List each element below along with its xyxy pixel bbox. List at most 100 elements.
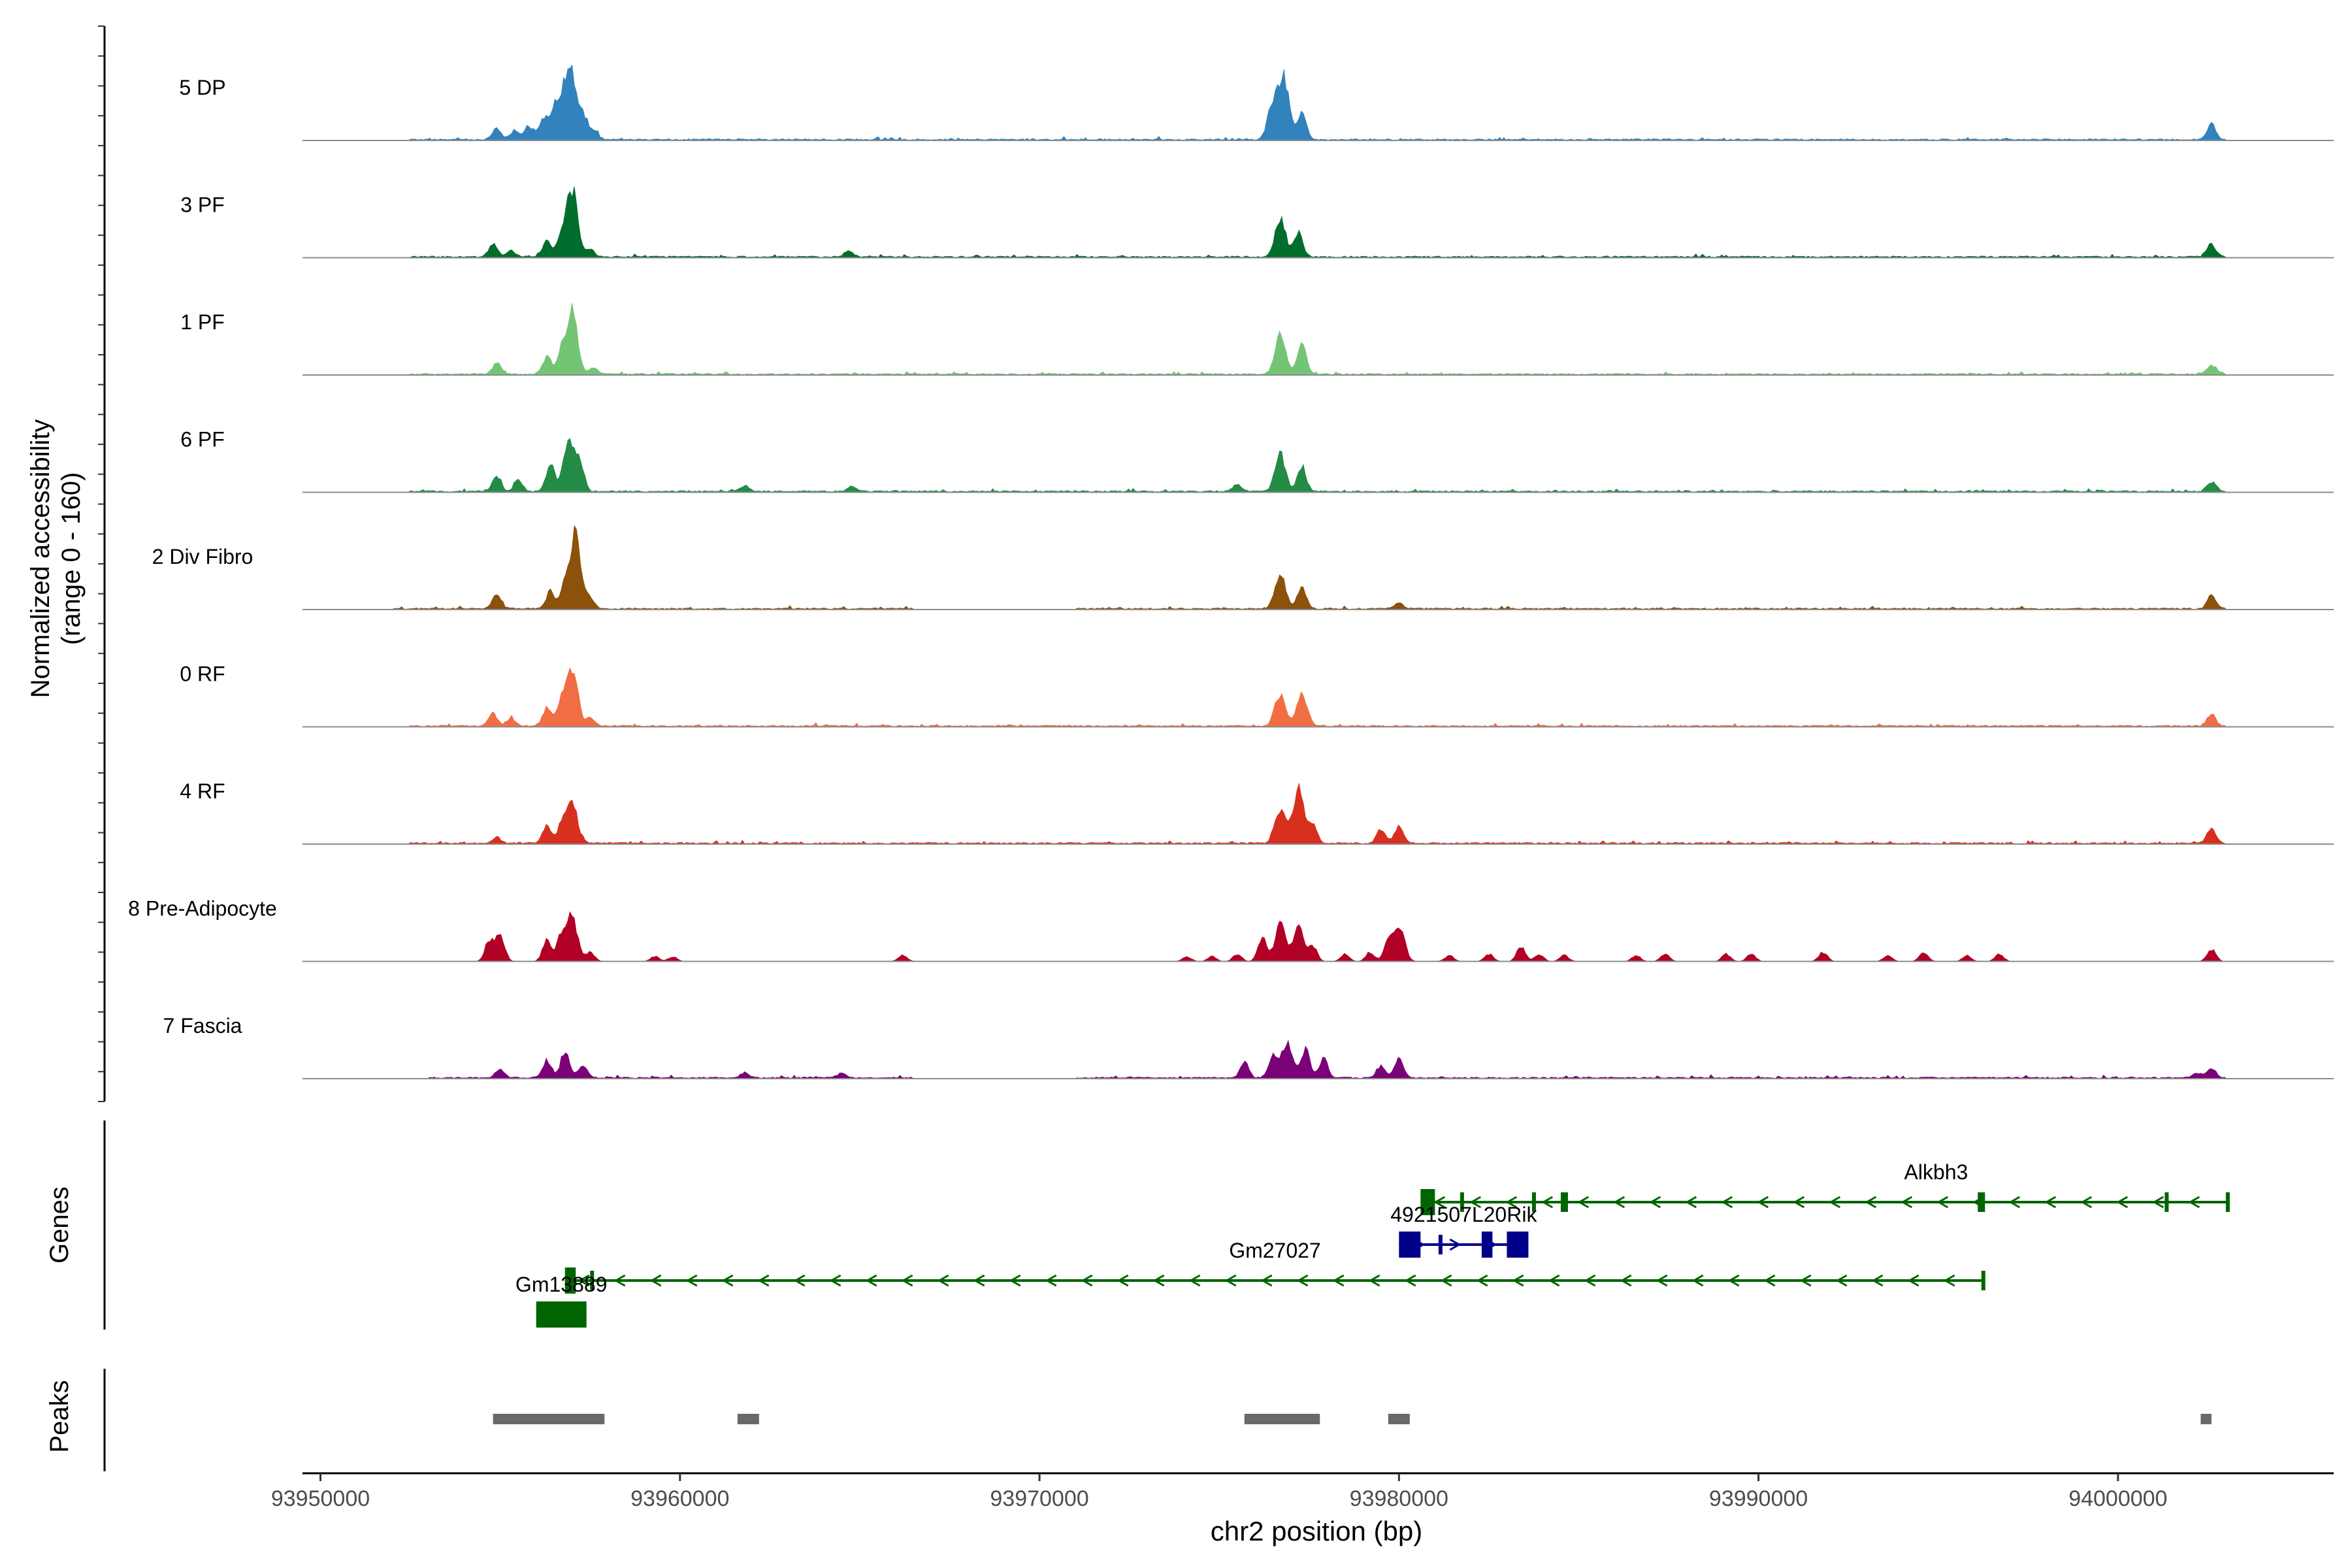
gene-exon — [1981, 1271, 1985, 1290]
gene-exon — [1420, 1189, 1435, 1215]
track-label: 4 RF — [180, 779, 225, 803]
y-axis-label-line2: (range 0 - 160) — [57, 472, 86, 645]
coverage-track: 6 PF — [180, 428, 2334, 493]
strand-arrow — [901, 1274, 913, 1287]
gene-exon — [1481, 1232, 1493, 1258]
strand-arrow — [1865, 1196, 1877, 1209]
coverage-track: 1 PF — [180, 302, 2334, 376]
strand-arrow — [2044, 1196, 2057, 1209]
coverage-tracks: 5 DP 3 PF 1 PF 6 PF 2 Div Fibro 0 RF 4 RF 8 Pre… — [98, 25, 2334, 1102]
coverage-track: 2 Div Fibro — [152, 525, 2334, 610]
strand-arrow — [1793, 1196, 1805, 1209]
x-tick-label: 93970000 — [990, 1486, 1088, 1511]
coverage-area — [302, 438, 2246, 493]
strand-arrow — [1936, 1196, 1949, 1209]
strand-arrow — [1433, 1196, 1446, 1209]
strand-arrow — [1548, 1274, 1560, 1287]
strand-arrow — [685, 1274, 698, 1287]
coverage-track: 0 RF — [180, 662, 2334, 728]
gene-exon — [1399, 1232, 1421, 1258]
strand-arrow — [1224, 1274, 1237, 1287]
track-label: 3 PF — [180, 193, 225, 217]
peak-region — [737, 1414, 759, 1424]
strand-arrow — [1081, 1274, 1093, 1287]
gene-exon — [2164, 1192, 2169, 1212]
strand-arrow — [1871, 1274, 1884, 1287]
strand-arrow — [1763, 1274, 1776, 1287]
y-axis-label-line1: Normalized accessibility — [26, 419, 55, 698]
x-axis-title: chr2 position (bp) — [1211, 1516, 1423, 1546]
strand-arrow — [1469, 1196, 1482, 1209]
peaks-track — [103, 1369, 2212, 1471]
gene-exon — [1978, 1192, 1985, 1212]
coverage-track: 4 RF — [180, 779, 2334, 845]
coverage-area — [302, 1039, 2246, 1079]
peak-region — [1244, 1414, 1320, 1424]
gene-label: Gm13889 — [515, 1273, 608, 1296]
strand-arrow — [1117, 1274, 1129, 1287]
strand-arrow — [1332, 1274, 1345, 1287]
track-label: 2 Div Fibro — [152, 545, 253, 568]
strand-arrow — [1505, 1196, 1518, 1209]
strand-arrow — [1577, 1196, 1590, 1209]
gene-exon — [2225, 1192, 2230, 1212]
strand-arrow — [1476, 1274, 1488, 1287]
strand-arrow — [1757, 1196, 1769, 1209]
strand-arrow — [793, 1274, 806, 1287]
gene-label: 4921507L20Rik — [1390, 1203, 1537, 1226]
strand-arrow — [721, 1274, 734, 1287]
strand-arrow — [2008, 1196, 2021, 1209]
gene: Gm27027 — [564, 1239, 1985, 1294]
gene-label: Alkbh3 — [1904, 1160, 1968, 1184]
strand-arrow — [1829, 1196, 1841, 1209]
gene: Gm13889 — [515, 1273, 608, 1328]
strand-arrow — [2116, 1196, 2129, 1209]
x-tick-label: 93960000 — [630, 1486, 729, 1511]
strand-arrow — [1541, 1196, 1554, 1209]
strand-arrow — [1512, 1274, 1524, 1287]
strand-arrow — [1613, 1196, 1625, 1209]
strand-arrow — [578, 1274, 590, 1287]
peak-region — [493, 1414, 605, 1424]
x-tick-label: 93980000 — [1350, 1486, 1448, 1511]
gene: Alkbh3 — [1420, 1160, 2230, 1215]
coverage-area — [302, 64, 2246, 141]
strand-arrow — [757, 1274, 770, 1287]
gene-exon — [1438, 1235, 1443, 1254]
coverage-track: 5 DP — [179, 64, 2334, 141]
gene-exon — [536, 1301, 587, 1328]
strand-arrow — [1620, 1274, 1632, 1287]
strand-arrow — [1727, 1274, 1740, 1287]
strand-arrow — [1009, 1274, 1021, 1287]
strand-arrow — [1685, 1196, 1697, 1209]
track-label: 8 Pre-Adipocyte — [128, 897, 277, 921]
strand-arrow — [865, 1274, 877, 1287]
strand-arrow — [1449, 1238, 1462, 1251]
strand-arrow — [2152, 1196, 2164, 1209]
coverage-track: 7 Fascia — [163, 1014, 2334, 1079]
gene: 4921507L20Rik — [1390, 1203, 1537, 1258]
strand-arrow — [1584, 1274, 1596, 1287]
strand-arrow — [1907, 1274, 1919, 1287]
strand-arrow — [2080, 1196, 2093, 1209]
strand-arrow — [1656, 1274, 1668, 1287]
strand-arrow — [613, 1274, 626, 1287]
strand-arrow — [2188, 1196, 2200, 1209]
strand-arrow — [829, 1274, 841, 1287]
coverage-track: 3 PF — [180, 186, 2334, 259]
gene-exon — [1531, 1192, 1536, 1212]
strand-arrow — [1901, 1196, 1913, 1209]
coverage-area — [302, 186, 2246, 258]
strand-arrow — [649, 1274, 662, 1287]
track-label: 0 RF — [180, 662, 225, 686]
strand-arrow — [1943, 1274, 1955, 1287]
coverage-track: 8 Pre-Adipocyte — [128, 897, 2334, 962]
track-label: 5 DP — [179, 76, 225, 99]
gene-exon — [564, 1267, 576, 1294]
strand-arrow — [1835, 1274, 1848, 1287]
x-axis: 93950000 93960000 93970000 93980000 93990000… — [271, 1472, 2334, 1511]
track-label: 7 Fascia — [163, 1014, 242, 1037]
track-label: 6 PF — [180, 428, 225, 451]
